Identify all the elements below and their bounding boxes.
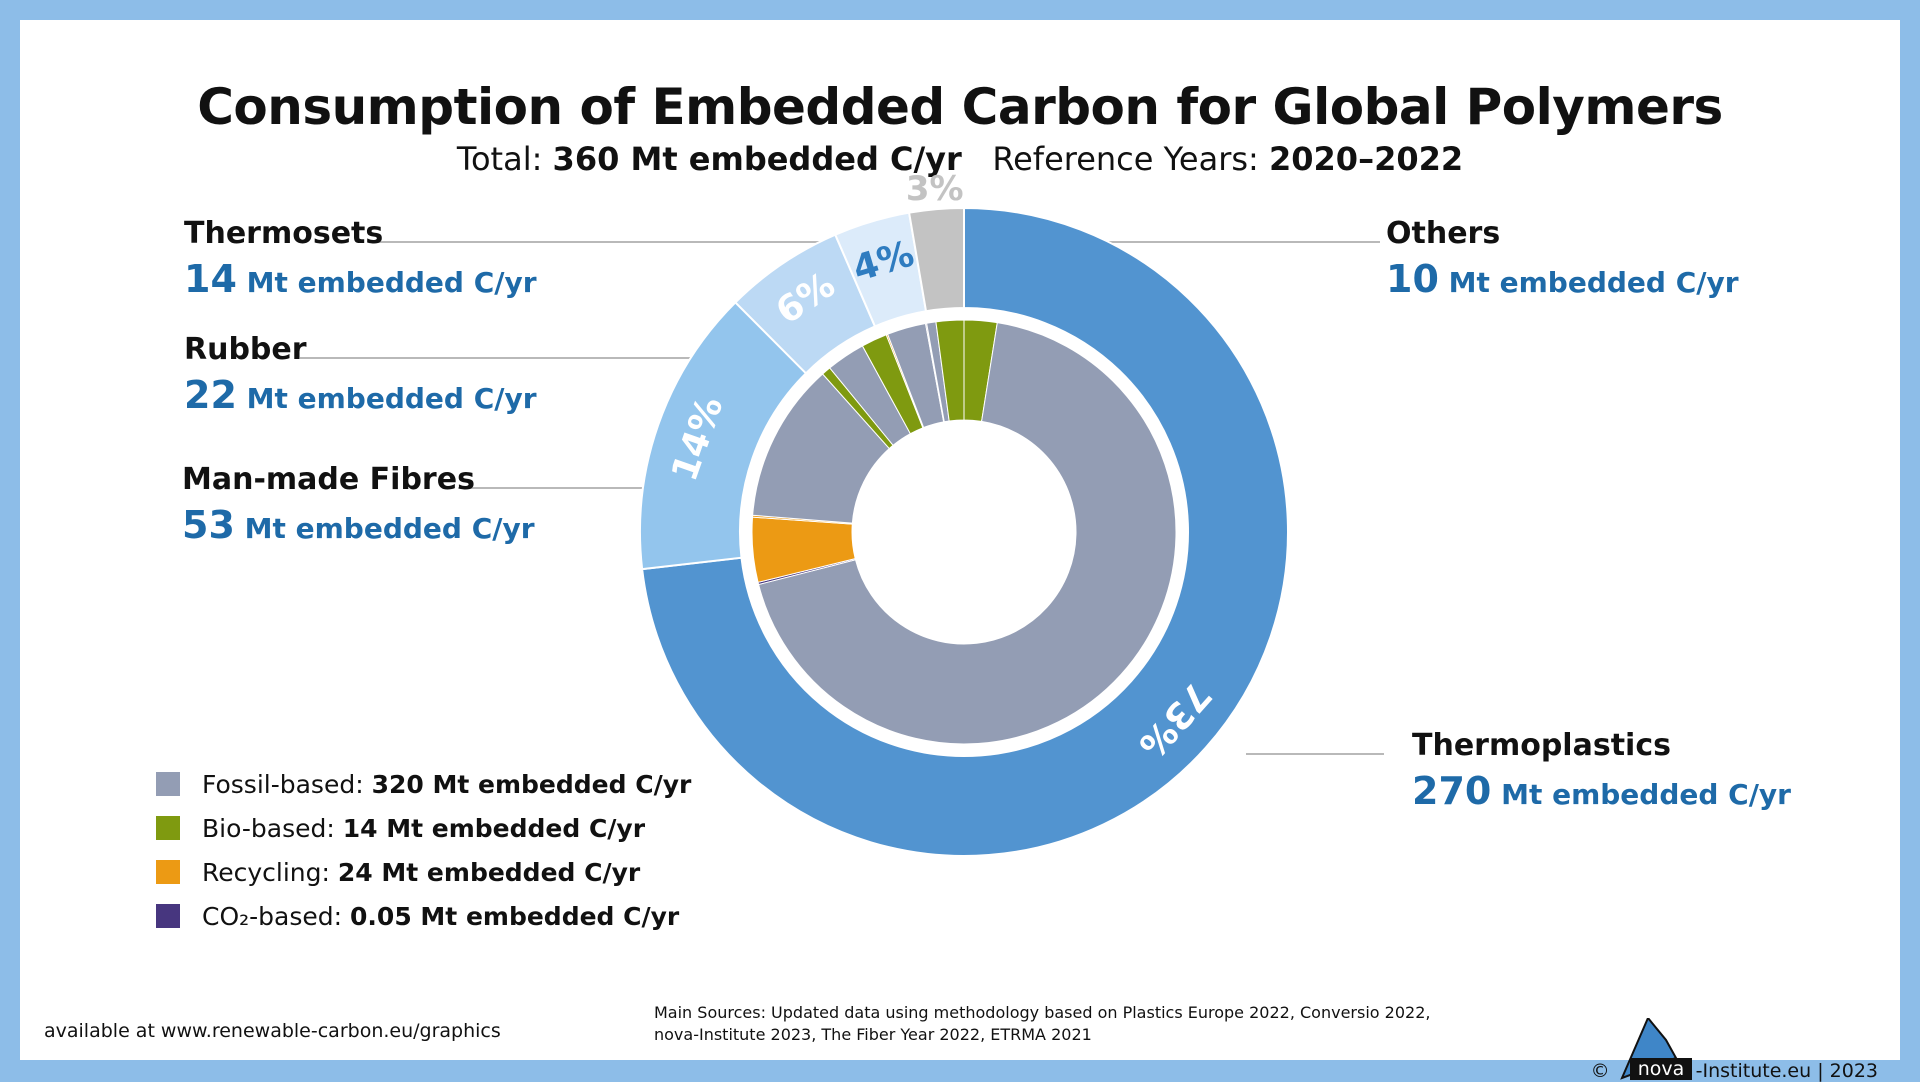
category-name: Others	[1386, 216, 1501, 251]
category-thermosets: Thermosets 14 Mt embedded C/yr	[184, 216, 537, 301]
category-value: 10 Mt embedded C/yr	[1386, 257, 1739, 301]
legend-label: Bio-based:	[202, 813, 335, 843]
category-rubber: Rubber 22 Mt embedded C/yr	[184, 332, 537, 417]
legend-value: 0.05 Mt embedded C/yr	[350, 901, 680, 931]
category-name: Thermoplastics	[1412, 728, 1671, 763]
nova-logo-text: nova	[1637, 1058, 1684, 1080]
years-label: Reference Years:	[992, 140, 1259, 178]
legend-swatch	[156, 772, 180, 796]
copyright: © nova -Institute.eu | 2023	[1591, 1018, 1878, 1082]
legend-label: Recycling:	[202, 857, 330, 887]
category-amount: 14	[184, 257, 237, 301]
legend-item-recycling: Recycling: 24 Mt embedded C/yr	[156, 850, 691, 894]
total-value: 360 Mt embedded C/yr	[552, 140, 962, 178]
sources-note: Main Sources: Updated data using methodo…	[654, 1002, 1430, 1046]
category-others: Others 10 Mt embedded C/yr	[1386, 216, 1739, 301]
category-amount: 53	[182, 503, 235, 547]
category-unit: Mt embedded C/yr	[1501, 778, 1791, 811]
legend-swatch	[156, 860, 180, 884]
outer-slice-others	[907, 206, 965, 313]
legend-item-co2: CO₂-based: 0.05 Mt embedded C/yr	[156, 894, 691, 938]
total-label: Total:	[456, 140, 543, 178]
category-name: Rubber	[184, 332, 307, 367]
legend-label: Fossil-based:	[202, 769, 364, 799]
nova-logo-box	[1629, 1058, 1692, 1080]
category-name: Thermosets	[184, 216, 384, 251]
category-unit: Mt embedded C/yr	[246, 266, 537, 299]
category-amount: 270	[1412, 769, 1492, 813]
outer-slice-thermoplastics	[641, 206, 1289, 857]
donut-chart: 73%14%6%4%3%	[300, 169, 1384, 857]
category-unit: Mt embedded C/yr	[246, 382, 537, 415]
institute-text: -Institute.eu | 2023	[1695, 1060, 1878, 1082]
outer-label-others: 3%	[906, 169, 964, 209]
nova-logo: nova	[1619, 1018, 1692, 1080]
inner-ring	[751, 319, 1177, 745]
legend-swatch	[156, 904, 180, 928]
category-unit: Mt embedded C/yr	[1448, 266, 1739, 299]
category-value: 22 Mt embedded C/yr	[184, 373, 537, 417]
category-value: 53 Mt embedded C/yr	[182, 503, 535, 547]
category-thermoplastics: Thermoplastics 270 Mt embedded C/yr	[1412, 728, 1791, 813]
sources-line: Main Sources: Updated data using methodo…	[654, 1003, 1431, 1022]
category-value: 14 Mt embedded C/yr	[184, 257, 537, 301]
infographic-card: Consumption of Embedded Carbon for Globa…	[20, 20, 1900, 1082]
years-value: 2020–2022	[1269, 140, 1464, 178]
legend-value: 24 Mt embedded C/yr	[337, 857, 641, 887]
availability-note: available at www.renewable-carbon.eu/gra…	[44, 1020, 501, 1042]
sources-line: nova-Institute 2023, The Fiber Year 2022…	[654, 1025, 1092, 1044]
legend-label: CO₂-based:	[202, 901, 343, 931]
legend-value: 320 Mt embedded C/yr	[371, 769, 692, 799]
category-unit: Mt embedded C/yr	[244, 512, 535, 545]
legend-value: 14 Mt embedded C/yr	[342, 813, 646, 843]
legend: Fossil-based: 320 Mt embedded C/yr Bio-b…	[156, 762, 691, 938]
category-value: 270 Mt embedded C/yr	[1412, 769, 1791, 813]
category-fibres: Man-made Fibres 53 Mt embedded C/yr	[182, 462, 535, 547]
legend-item-bio: Bio-based: 14 Mt embedded C/yr	[156, 806, 691, 850]
legend-item-fossil: Fossil-based: 320 Mt embedded C/yr	[156, 762, 691, 806]
inner-slice-others-bio-based	[935, 319, 965, 422]
category-amount: 22	[184, 373, 237, 417]
category-name: Man-made Fibres	[182, 462, 475, 497]
copyright-symbol: ©	[1590, 1060, 1610, 1082]
category-amount: 10	[1386, 257, 1439, 301]
chart-subtitle: Total: 360 Mt embedded C/yr Reference Ye…	[20, 140, 1900, 178]
outer-ring	[639, 206, 1289, 857]
inner-slice-thermoplastics-fossil-based	[757, 322, 1177, 745]
legend-swatch	[156, 816, 180, 840]
chart-title: Consumption of Embedded Carbon for Globa…	[197, 78, 1723, 136]
